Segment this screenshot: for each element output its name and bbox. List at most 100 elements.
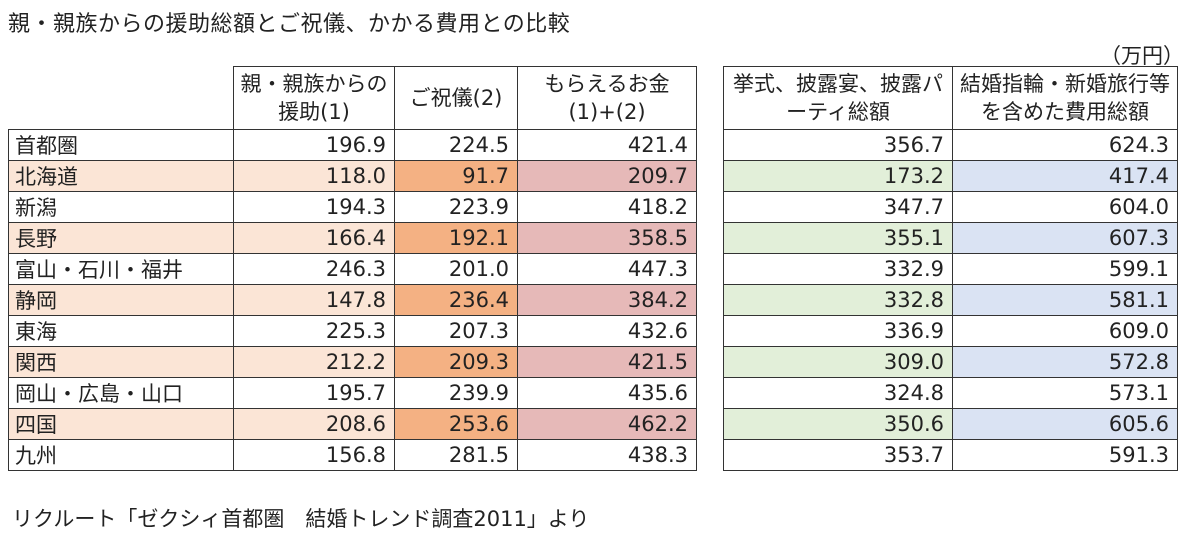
- gift-cell: 224.5: [394, 129, 518, 161]
- corner-cell: [8, 66, 234, 130]
- ceremony-cost-cell: 356.7: [723, 129, 953, 161]
- region-cell: 九州: [8, 439, 234, 471]
- region-cell: 新潟: [8, 191, 234, 223]
- all-cost-cell: 573.1: [952, 377, 1178, 409]
- all-cost-cell: 605.6: [952, 408, 1178, 440]
- aid-cell: 225.3: [233, 315, 395, 347]
- region-cell: 長野: [8, 222, 234, 254]
- all-cost-cell: 604.0: [952, 191, 1178, 223]
- total-cell: 438.3: [517, 439, 697, 471]
- ceremony-cost-cell: 324.8: [723, 377, 953, 409]
- aid-cell: 156.8: [233, 439, 395, 471]
- aid-cell: 246.3: [233, 253, 395, 285]
- aid-cell: 212.2: [233, 346, 395, 378]
- income-table-header: 親・親族からの援助(1) ご祝儀(2) もらえるお金 (1)+(2): [8, 66, 697, 130]
- table-row: 347.7 604.0: [723, 191, 1178, 223]
- table-row: 324.8 573.1: [723, 377, 1178, 409]
- region-cell: 北海道: [8, 160, 234, 192]
- total-cell: 421.5: [517, 346, 697, 378]
- table-row: 309.0 572.8: [723, 346, 1178, 378]
- aid-cell: 208.6: [233, 408, 395, 440]
- region-cell: 首都圏: [8, 129, 234, 161]
- all-cost-cell: 417.4: [952, 160, 1178, 192]
- all-cost-cell: 609.0: [952, 315, 1178, 347]
- all-cost-cell: 572.8: [952, 346, 1178, 378]
- ceremony-cost-cell: 347.7: [723, 191, 953, 223]
- gift-cell: 236.4: [394, 284, 518, 316]
- cost-table-header: 挙式、披露宴、披露パーティ総額 結婚指輪・新婚旅行等を含めた費用総額: [723, 66, 1178, 130]
- total-cell: 384.2: [517, 284, 697, 316]
- ceremony-cost-cell: 332.9: [723, 253, 953, 285]
- table-row: 北海道 118.0 91.7 209.7: [8, 160, 697, 192]
- page-title: 親・親族からの援助総額とご祝儀、かかる費用との比較: [8, 12, 571, 37]
- table-row: 九州 156.8 281.5 438.3: [8, 439, 697, 471]
- ceremony-cost-cell: 309.0: [723, 346, 953, 378]
- table-row: 四国 208.6 253.6 462.2: [8, 408, 697, 440]
- all-cost-cell: 591.3: [952, 439, 1178, 471]
- table-row: 350.6 605.6: [723, 408, 1178, 440]
- table-row: 336.9 609.0: [723, 315, 1178, 347]
- table-row: 173.2 417.4: [723, 160, 1178, 192]
- cost-table: 挙式、披露宴、披露パーティ総額 結婚指輪・新婚旅行等を含めた費用総額 356.7…: [723, 66, 1178, 471]
- total-cell: 447.3: [517, 253, 697, 285]
- gift-cell: 209.3: [394, 346, 518, 378]
- total-cell: 462.2: [517, 408, 697, 440]
- unit-label: （万円）: [1100, 44, 1184, 68]
- gift-cell: 239.9: [394, 377, 518, 409]
- gift-cell: 207.3: [394, 315, 518, 347]
- table-row: 首都圏 196.9 224.5 421.4: [8, 129, 697, 161]
- total-cell: 209.7: [517, 160, 697, 192]
- aid-cell: 196.9: [233, 129, 395, 161]
- source-note: リクルート「ゼクシィ首都圏 結婚トレンド調査2011」より: [12, 507, 590, 531]
- table-row: 356.7 624.3: [723, 129, 1178, 161]
- region-cell: 岡山・広島・山口: [8, 377, 234, 409]
- ceremony-cost-cell: 353.7: [723, 439, 953, 471]
- total-cell: 421.4: [517, 129, 697, 161]
- aid-cell: 194.3: [233, 191, 395, 223]
- total-cell: 358.5: [517, 222, 697, 254]
- aid-cell: 118.0: [233, 160, 395, 192]
- aid-cell: 195.7: [233, 377, 395, 409]
- gift-cell: 223.9: [394, 191, 518, 223]
- ceremony-cost-cell: 355.1: [723, 222, 953, 254]
- table-row: 353.7 591.3: [723, 439, 1178, 471]
- all-cost-cell: 607.3: [952, 222, 1178, 254]
- gift-cell: 253.6: [394, 408, 518, 440]
- header-ceremony-cost: 挙式、披露宴、披露パーティ総額: [723, 66, 953, 130]
- all-cost-cell: 581.1: [952, 284, 1178, 316]
- all-cost-cell: 599.1: [952, 253, 1178, 285]
- region-cell: 東海: [8, 315, 234, 347]
- header-total: もらえるお金 (1)+(2): [517, 66, 697, 130]
- gift-cell: 281.5: [394, 439, 518, 471]
- table-row: 静岡 147.8 236.4 384.2: [8, 284, 697, 316]
- table-row: 332.9 599.1: [723, 253, 1178, 285]
- table-row: 富山・石川・福井 246.3 201.0 447.3: [8, 253, 697, 285]
- table-row: 355.1 607.3: [723, 222, 1178, 254]
- aid-cell: 147.8: [233, 284, 395, 316]
- table-row: 332.8 581.1: [723, 284, 1178, 316]
- header-all-cost: 結婚指輪・新婚旅行等を含めた費用総額: [952, 66, 1178, 130]
- aid-cell: 166.4: [233, 222, 395, 254]
- table-row: 関西 212.2 209.3 421.5: [8, 346, 697, 378]
- table-row: 新潟 194.3 223.9 418.2: [8, 191, 697, 223]
- all-cost-cell: 624.3: [952, 129, 1178, 161]
- gift-cell: 91.7: [394, 160, 518, 192]
- header-aid: 親・親族からの援助(1): [233, 66, 395, 130]
- total-cell: 432.6: [517, 315, 697, 347]
- ceremony-cost-cell: 332.8: [723, 284, 953, 316]
- total-cell: 418.2: [517, 191, 697, 223]
- header-gift: ご祝儀(2): [394, 66, 518, 130]
- gift-cell: 201.0: [394, 253, 518, 285]
- table-row: 長野 166.4 192.1 358.5: [8, 222, 697, 254]
- gift-cell: 192.1: [394, 222, 518, 254]
- region-cell: 関西: [8, 346, 234, 378]
- income-table: 親・親族からの援助(1) ご祝儀(2) もらえるお金 (1)+(2) 首都圏 19…: [8, 66, 697, 471]
- ceremony-cost-cell: 350.6: [723, 408, 953, 440]
- region-cell: 富山・石川・福井: [8, 253, 234, 285]
- region-cell: 四国: [8, 408, 234, 440]
- total-cell: 435.6: [517, 377, 697, 409]
- ceremony-cost-cell: 173.2: [723, 160, 953, 192]
- ceremony-cost-cell: 336.9: [723, 315, 953, 347]
- table-row: 岡山・広島・山口 195.7 239.9 435.6: [8, 377, 697, 409]
- table-row: 東海 225.3 207.3 432.6: [8, 315, 697, 347]
